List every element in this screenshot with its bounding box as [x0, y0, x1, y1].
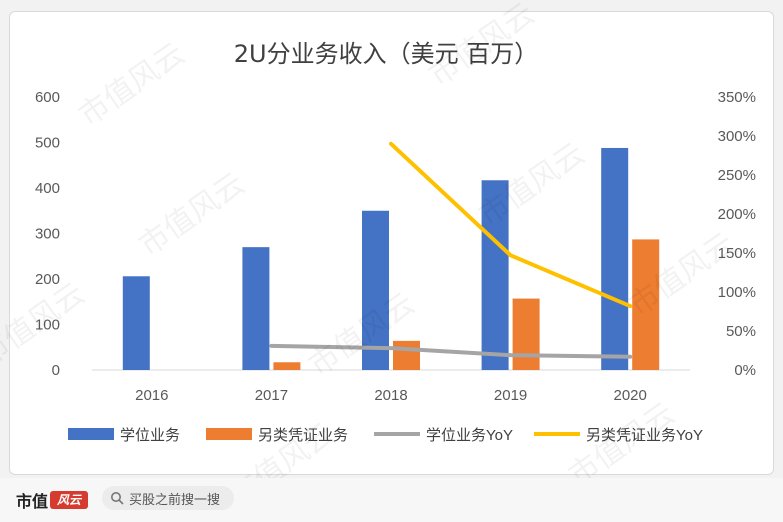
- legend-swatch: [206, 428, 252, 440]
- bar: [122, 276, 150, 370]
- chart-card: 2U分业务收入（美元 百万） 0 100 200 300 400 500 600 0% 50% 1…: [9, 11, 774, 475]
- chart-title: 2U分业务收入（美元 百万）: [234, 40, 538, 68]
- series-line: [269, 343, 633, 359]
- y-left-tick-label: 200: [35, 271, 60, 288]
- y-left-tick-label: 500: [35, 135, 60, 152]
- x-tick-label: 2017: [255, 387, 288, 404]
- y-right-tick-label: 250%: [718, 167, 756, 184]
- y-left-tick-label: 0: [52, 362, 60, 379]
- brand-name: 市值: [16, 494, 49, 511]
- y-left-tick-label: 600: [35, 89, 60, 106]
- chart: 2U分业务收入（美元 百万） 0 100 200 300 400 500 600 0% 50% 1…: [35, 40, 756, 444]
- series-line: [389, 141, 633, 309]
- bar: [393, 340, 420, 370]
- brand-mark: 风云: [50, 491, 89, 509]
- y-left-tick-label: 400: [35, 180, 60, 197]
- bar: [601, 147, 629, 370]
- brand-logo[interactable]: 市值 风云: [16, 488, 89, 512]
- y-right-tick-label: 100%: [718, 284, 756, 301]
- legend-label: 另类凭证业务: [258, 427, 348, 444]
- search-box[interactable]: 买股之前搜一搜: [102, 486, 234, 510]
- search-icon: [111, 492, 124, 505]
- y-left-tick-label: 300: [35, 226, 60, 243]
- y-right-tick-label: 50%: [726, 323, 756, 340]
- bar: [512, 298, 540, 370]
- x-tick-label: 2016: [135, 387, 168, 404]
- legend-label: 另类凭证业务YoY: [586, 427, 703, 444]
- y-right-tick-label: 150%: [718, 245, 756, 262]
- x-tick-label: 2020: [614, 387, 647, 404]
- y-right-tick-label: 0%: [734, 362, 756, 379]
- x-tick-label: 2018: [374, 387, 407, 404]
- legend-label: 学位业务YoY: [426, 427, 513, 444]
- legend-label: 学位业务: [120, 427, 180, 444]
- bar: [273, 362, 301, 370]
- y-right-tick-label: 300%: [718, 128, 756, 145]
- bar: [632, 239, 660, 370]
- x-tick-label: 2019: [494, 387, 527, 404]
- y-left-tick-label: 100: [35, 317, 60, 334]
- search-placeholder: 买股之前搜一搜: [129, 491, 221, 507]
- y-right-tick-label: 350%: [718, 89, 756, 106]
- bar: [362, 210, 389, 370]
- footer-bar: 市值 风云 买股之前搜一搜: [0, 478, 783, 522]
- legend-swatch: [68, 428, 114, 440]
- bar: [481, 180, 509, 370]
- y-right-tick-label: 200%: [718, 206, 756, 223]
- bar: [242, 247, 270, 370]
